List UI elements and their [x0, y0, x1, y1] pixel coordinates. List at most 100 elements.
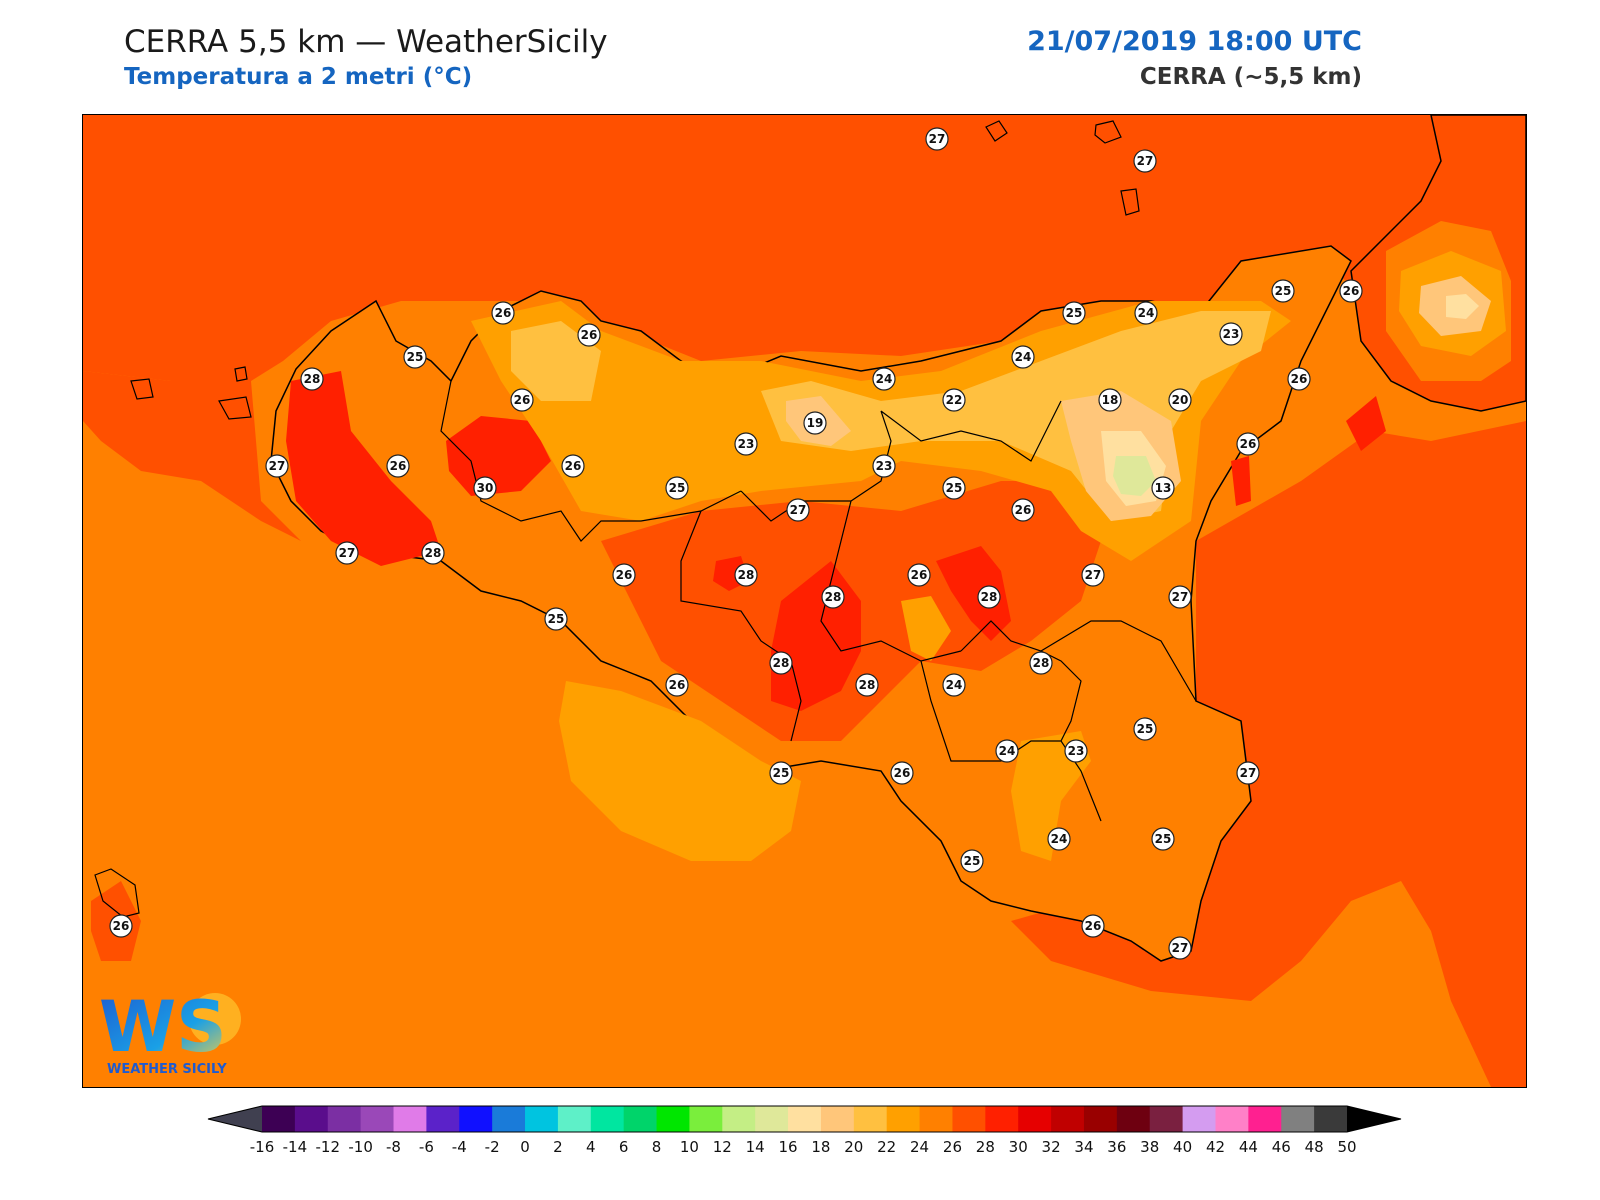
station-temp-label: 28	[1033, 656, 1050, 670]
station-marker: 13	[1151, 476, 1175, 500]
station-marker: 26	[386, 454, 410, 478]
station-marker: 24	[995, 739, 1019, 763]
colorbar-tick-label: 20	[844, 1138, 863, 1156]
colorbar-swatch	[886, 1106, 921, 1132]
station-temp-label: 26	[616, 568, 633, 582]
field-south-sea-cool	[559, 681, 801, 861]
colorbar-tick-label: 4	[586, 1138, 596, 1156]
colorbar-swatch	[1314, 1106, 1348, 1132]
station-marker: 27	[786, 498, 810, 522]
station-marker: 27	[925, 127, 949, 151]
station-marker: 24	[1011, 345, 1035, 369]
colorbar-tick-label: 38	[1140, 1138, 1159, 1156]
colorbar-tick-label: 16	[779, 1138, 798, 1156]
station-temp-label: 24	[1138, 306, 1155, 320]
field-west-strip	[83, 371, 301, 541]
station-temp-label: 25	[946, 481, 963, 495]
station-temp-label: 23	[1068, 744, 1085, 758]
colorbar-swatch	[492, 1106, 526, 1132]
colorbar-tick-label: 24	[910, 1138, 929, 1156]
station-temp-label: 24	[1015, 350, 1032, 364]
field-west-core-2	[446, 416, 551, 496]
station-temp-label: 25	[964, 854, 981, 868]
map-subtitle: Temperatura a 2 metri (°C)	[124, 64, 473, 90]
station-marker: 28	[421, 541, 445, 565]
station-marker: 18	[1098, 388, 1122, 412]
colorbar-tick-label: -14	[283, 1138, 308, 1156]
station-temp-label: 23	[738, 437, 755, 451]
station-temp-label: 26	[495, 306, 512, 320]
colorbar-tick-label: 22	[877, 1138, 896, 1156]
colorbar-tick-label: 40	[1173, 1138, 1192, 1156]
island-malta	[94, 868, 140, 918]
colorbar-tick-label: 46	[1272, 1138, 1291, 1156]
station-temp-label: 27	[1085, 568, 1102, 582]
colorbar-tick-label: -10	[348, 1138, 373, 1156]
colorbar-swatch	[1248, 1106, 1282, 1132]
station-temp-label: 28	[825, 590, 842, 604]
station-temp-label: 28	[773, 656, 790, 670]
colorbar-tick-label: 12	[713, 1138, 732, 1156]
island-ustica	[985, 120, 1008, 142]
station-temp-label: 25	[1137, 722, 1154, 736]
colorbar-swatch	[525, 1106, 559, 1132]
colorbar-tick-label: 10	[680, 1138, 699, 1156]
station-marker: 26	[890, 761, 914, 785]
station-marker: 27	[265, 454, 289, 478]
station-marker: 26	[510, 388, 534, 412]
field-west-core	[286, 371, 441, 566]
colorbar-swatch	[590, 1106, 625, 1132]
station-marker: 23	[1064, 739, 1088, 763]
station-temp-label: 24	[999, 744, 1016, 758]
station-markers: 27 27 26 25 26 24 25 24 23 26 28 25 26 24 22 18 20 19 26 26…	[109, 127, 1363, 960]
colorbar-swatch	[1051, 1106, 1085, 1132]
colorbar-swatch	[1083, 1106, 1118, 1132]
colorbar-under-arrow	[208, 1106, 262, 1132]
colorbar-swatch	[1018, 1106, 1052, 1132]
colorbar-tick-label: -12	[316, 1138, 341, 1156]
colorbar-swatch	[919, 1106, 953, 1132]
station-marker: 26	[109, 914, 133, 938]
colorbar-tick-label: 42	[1206, 1138, 1225, 1156]
station-marker: 24	[1134, 301, 1158, 325]
station-marker: 26	[1236, 432, 1260, 456]
station-marker: 26	[577, 323, 601, 347]
station-marker: 28	[769, 651, 793, 675]
station-marker: 27	[1168, 936, 1192, 960]
colorbar-swatch	[689, 1106, 723, 1132]
field-central-core-2	[936, 546, 1011, 641]
station-marker: 23	[1219, 322, 1243, 346]
field-east-interior	[901, 596, 951, 661]
colorbar-tick-label: 30	[1009, 1138, 1028, 1156]
colorbar-tick-label: 8	[652, 1138, 662, 1156]
station-temp-label: 28	[304, 372, 321, 386]
colorbar-swatch	[262, 1106, 296, 1132]
station-marker: 28	[821, 585, 845, 609]
station-marker: 20	[1168, 388, 1192, 412]
logo-mark-icon: WS WEATHER SICILY	[99, 986, 241, 1077]
colorbar-swatch	[1182, 1106, 1216, 1132]
colorbar-tick-label: 34	[1074, 1138, 1093, 1156]
station-marker: 24	[942, 673, 966, 697]
station-marker: 24	[1047, 827, 1071, 851]
station-marker: 26	[491, 301, 515, 325]
colorbar-tick-label: 0	[520, 1138, 530, 1156]
field-reggio-hot	[1346, 396, 1386, 451]
colorbar-tick-label: 6	[619, 1138, 629, 1156]
colorbar-tick-label: 26	[943, 1138, 962, 1156]
station-temp-label: 25	[1066, 306, 1083, 320]
colorbar-swatch	[952, 1106, 986, 1132]
station-marker: 26	[1081, 914, 1105, 938]
station-marker: 26	[665, 673, 689, 697]
station-temp-label: 26	[669, 678, 686, 692]
colorbar-tick-label: 18	[811, 1138, 830, 1156]
model-label: CERRA (~5,5 km)	[1139, 64, 1362, 90]
station-marker: 25	[544, 607, 568, 631]
field-southeast-sea	[1011, 421, 1526, 1087]
station-temp-label: 27	[339, 546, 356, 560]
station-temp-label: 26	[1085, 919, 1102, 933]
colorbar-swatch	[426, 1106, 460, 1132]
field-ionian-hot	[1231, 456, 1251, 506]
colorbar-swatch	[1281, 1106, 1315, 1132]
station-temp-label: 23	[876, 459, 893, 473]
